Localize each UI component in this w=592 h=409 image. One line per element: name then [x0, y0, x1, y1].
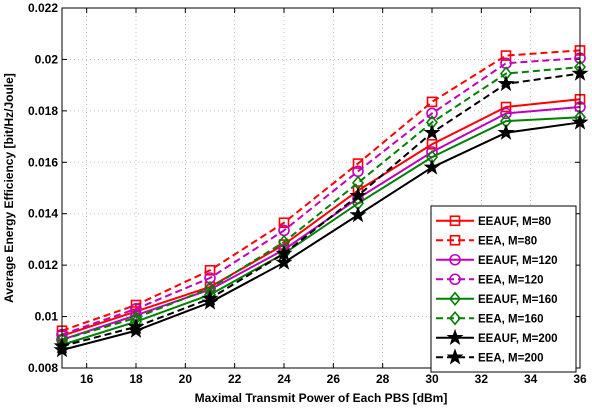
legend: EEAUF, M=80 EEA, M=80 EEAUF, M=120 EEA, M=1…: [430, 205, 577, 373]
data-point: [500, 101, 512, 113]
legend-marker: [449, 273, 461, 286]
legend-item: EEA, M=160: [436, 311, 544, 326]
legend-item: EEA, M=120: [436, 273, 544, 286]
data-point: [426, 96, 438, 108]
legend-label: EEA, M=80: [478, 235, 537, 247]
series-line: [61, 121, 581, 351]
legend-marker: [449, 234, 461, 246]
data-point: [275, 253, 293, 270]
data-point: [275, 244, 293, 261]
x-tick-label: 34: [524, 372, 538, 386]
x-tick-label: 30: [425, 372, 439, 386]
data-point: [497, 74, 515, 92]
y-tick-label: 0.01: [35, 310, 59, 324]
series-line: [61, 57, 581, 336]
legend-item: EEA, M=200: [436, 348, 544, 365]
x-tick-label: 16: [80, 372, 94, 386]
data-point: [130, 303, 142, 315]
y-tick-label: 0.012: [28, 258, 58, 272]
legend-item: EEAUF, M=80: [436, 215, 551, 228]
x-axis-label: Maximal Transmit Power of Each PBS [dBm]: [195, 391, 448, 405]
legend-item: EEA, M=80: [436, 234, 537, 247]
legend-marker: [448, 291, 462, 306]
series-line: [61, 49, 581, 332]
series-line: [61, 116, 581, 346]
data-point: [349, 206, 367, 223]
x-axis-ticks: 16 18 20 22 24 26 28 30 32 34 36: [80, 8, 587, 386]
legend-marker: [449, 215, 461, 227]
y-tick-label: 0.008: [28, 361, 58, 375]
data-point: [352, 158, 364, 169]
legend-label: EEAUF, M=160: [478, 294, 558, 306]
series-line: [61, 72, 581, 348]
x-tick-label: 28: [376, 372, 390, 386]
legend-item: EEAUF, M=120: [436, 253, 558, 267]
series-line: [61, 98, 581, 337]
legend-label: EEA, M=200: [478, 352, 544, 364]
x-tick-label: 18: [129, 372, 143, 386]
legend-box: [430, 205, 577, 373]
data-point: [423, 123, 441, 140]
y-tick-label: 0.014: [28, 207, 58, 221]
data-point: [500, 107, 512, 120]
data-point: [204, 264, 216, 276]
legend-label: EEA, M=120: [478, 274, 544, 286]
data-point: [127, 317, 145, 335]
data-point: [500, 50, 512, 61]
data-point: [497, 123, 515, 140]
legend-marker: [446, 328, 464, 345]
legend-label: EEAUF, M=200: [478, 333, 558, 345]
x-tick-label: 36: [573, 372, 587, 386]
y-axis-label: Average Energy Efficiency [bit/Hz/Joule]: [2, 73, 16, 303]
y-tick-label: 0.022: [28, 1, 58, 15]
legend-marker: [449, 253, 461, 266]
data-point: [201, 289, 219, 306]
legend-marker: [448, 311, 462, 326]
data-point: [423, 158, 441, 175]
x-tick-label: 26: [327, 372, 341, 386]
y-tick-label: 0.02: [35, 52, 59, 66]
series-eea-m-200: [53, 64, 589, 354]
legend-label: EEAUF, M=80: [478, 216, 551, 228]
plot-frame: [61, 7, 581, 369]
series-group: [53, 45, 589, 358]
data-point: [426, 138, 438, 150]
x-tick-label: 20: [179, 372, 193, 386]
legend-label: EEAUF, M=120: [478, 255, 558, 267]
series-line: [61, 66, 581, 341]
x-tick-label: 24: [277, 372, 291, 386]
data-point: [278, 217, 290, 229]
y-tick-label: 0.016: [28, 155, 58, 169]
data-point: [349, 186, 367, 203]
legend-item: EEAUF, M=200: [436, 328, 558, 345]
legend-item: EEAUF, M=160: [436, 291, 558, 306]
data-point: [426, 107, 438, 120]
legend-label: EEA, M=160: [478, 313, 544, 325]
y-tick-label: 0.018: [28, 104, 58, 118]
y-axis-ticks: 0.008 0.01 0.012 0.014 0.016 0.018 0.02 0.022: [28, 1, 580, 375]
legend-marker: [446, 348, 464, 365]
series-eea-m-80: [56, 45, 586, 337]
x-tick-label: 32: [475, 372, 489, 386]
x-tick-label: 22: [228, 372, 242, 386]
